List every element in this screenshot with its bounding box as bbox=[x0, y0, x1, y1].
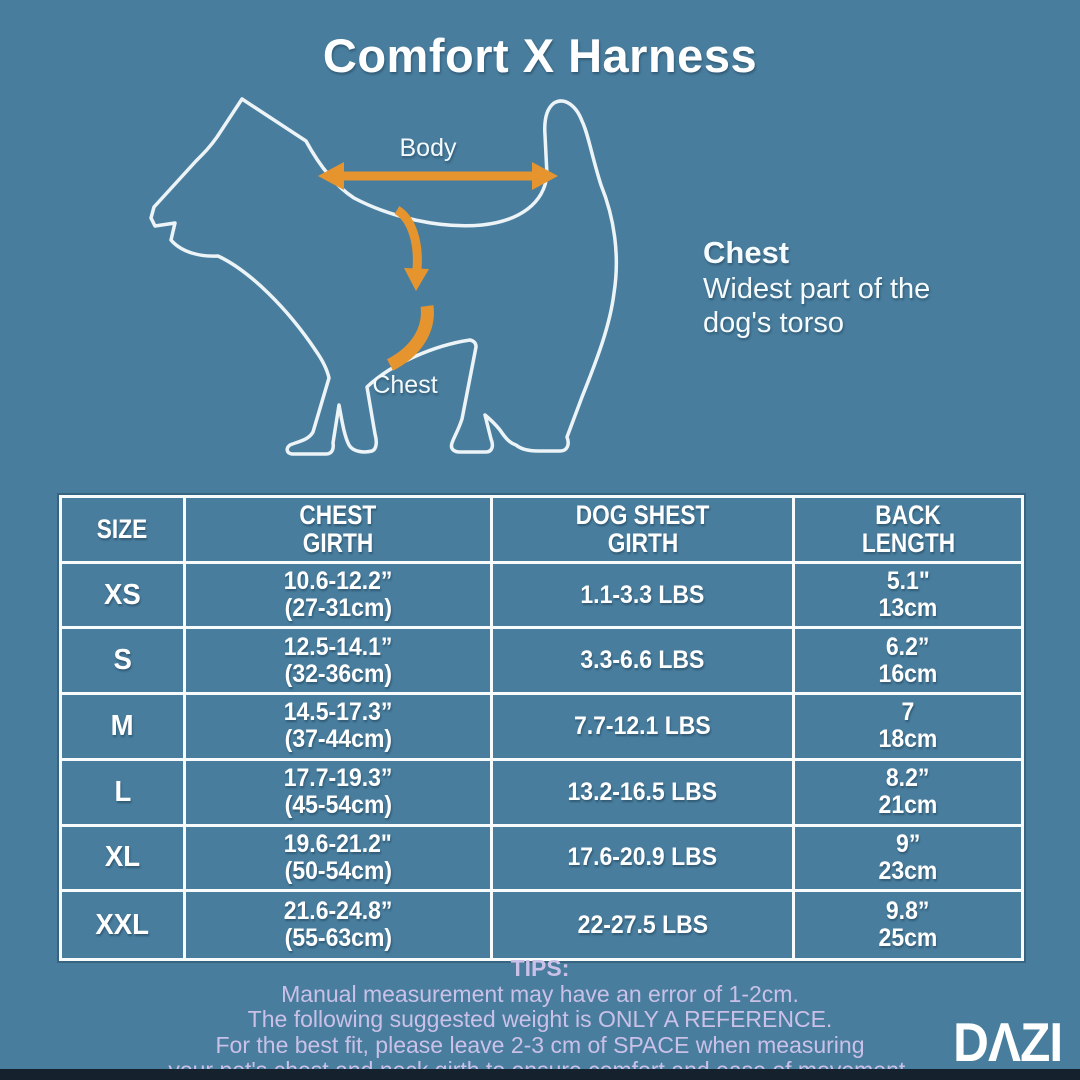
chest-definition-note: Chest Widest part of the dog's torso bbox=[703, 234, 930, 340]
table-row-l-size: L bbox=[62, 760, 186, 827]
table-row-xxl-chest: 21.6-24.8” (55-63cm) bbox=[186, 892, 493, 958]
table-row-xs-back: 5.1" 13cm bbox=[795, 564, 1021, 630]
table-row-xs-weight: 1.1-3.3 LBS bbox=[493, 563, 795, 630]
tips-section: TIPS: Manual measurement may have an err… bbox=[0, 955, 1080, 1080]
table-row-xl-weight: 17.6-20.9 LBS bbox=[493, 826, 795, 893]
header-back-length: BACK LENGTH bbox=[795, 498, 1021, 564]
table-row-s-size: S bbox=[62, 629, 186, 696]
table-row-m-weight: 7.7-12.1 LBS bbox=[493, 695, 795, 761]
table-row-s-chest: 12.5-14.1” (32-36cm) bbox=[186, 629, 493, 696]
tips-line: For the best fit, please leave 2-3 cm of… bbox=[215, 1031, 865, 1058]
chest-note-line1: Widest part of the bbox=[703, 273, 931, 305]
dog-outline-icon bbox=[149, 97, 619, 456]
table-row-l-back: 8.2” 21cm bbox=[795, 761, 1021, 827]
table-row-xs-chest: 10.6-12.2” (27-31cm) bbox=[186, 563, 493, 630]
table-row-m-chest: 14.5-17.3” (37-44cm) bbox=[186, 695, 493, 761]
table-row-l-chest: 17.7-19.3” (45-54cm) bbox=[186, 760, 493, 827]
tips-line: Manual measurement may have an error of … bbox=[281, 980, 799, 1007]
header-size: SIZE bbox=[62, 498, 186, 564]
body-length-arrow-icon bbox=[318, 162, 558, 190]
footer-strip bbox=[0, 1069, 1080, 1080]
table-row-xxl-back: 9.8” 25cm bbox=[878, 897, 938, 953]
table-row-l-weight: 13.2-16.5 LBS bbox=[493, 760, 795, 827]
table-row-xl-back: 9” 23cm bbox=[795, 827, 1021, 893]
brand-logo: DΛZI bbox=[952, 1011, 1063, 1073]
chest-note-line2: dog's torso bbox=[703, 307, 844, 339]
chest-note-title: Chest bbox=[703, 235, 790, 270]
table-row-m-size: M bbox=[62, 695, 186, 761]
table-row-xxl-weight: 22-27.5 LBS bbox=[493, 892, 795, 958]
chest-girth-arrow-icon bbox=[386, 206, 434, 371]
page-title: Comfort X Harness bbox=[322, 29, 758, 82]
table-row-xl-size: XL bbox=[62, 826, 186, 893]
table-row-s-back: 6.2” 16cm bbox=[795, 629, 1021, 696]
body-arrow-label: Body bbox=[399, 134, 457, 162]
dog-diagram bbox=[149, 97, 619, 456]
tips-line: The following suggested weight is ONLY A… bbox=[247, 1006, 833, 1032]
header-weight: DOG SHEST GIRTH bbox=[493, 498, 795, 564]
table-row-xxl-size: XXL bbox=[62, 892, 186, 958]
table-row-m-back: 7 18cm bbox=[795, 695, 1021, 761]
table-row-xs-size: XS bbox=[62, 563, 186, 630]
chest-arrow-label: Chest bbox=[372, 371, 438, 399]
size-table: SIZE CHEST GIRTH DOG SHEST GIRTH BACK LENGT… bbox=[59, 495, 1024, 961]
table-row-xl-chest: 19.6-21.2" (50-54cm) bbox=[186, 826, 493, 893]
tips-heading: TIPS: bbox=[510, 955, 570, 981]
header-chest-girth: CHEST GIRTH bbox=[186, 498, 493, 564]
table-row-s-weight: 3.3-6.6 LBS bbox=[493, 629, 795, 696]
